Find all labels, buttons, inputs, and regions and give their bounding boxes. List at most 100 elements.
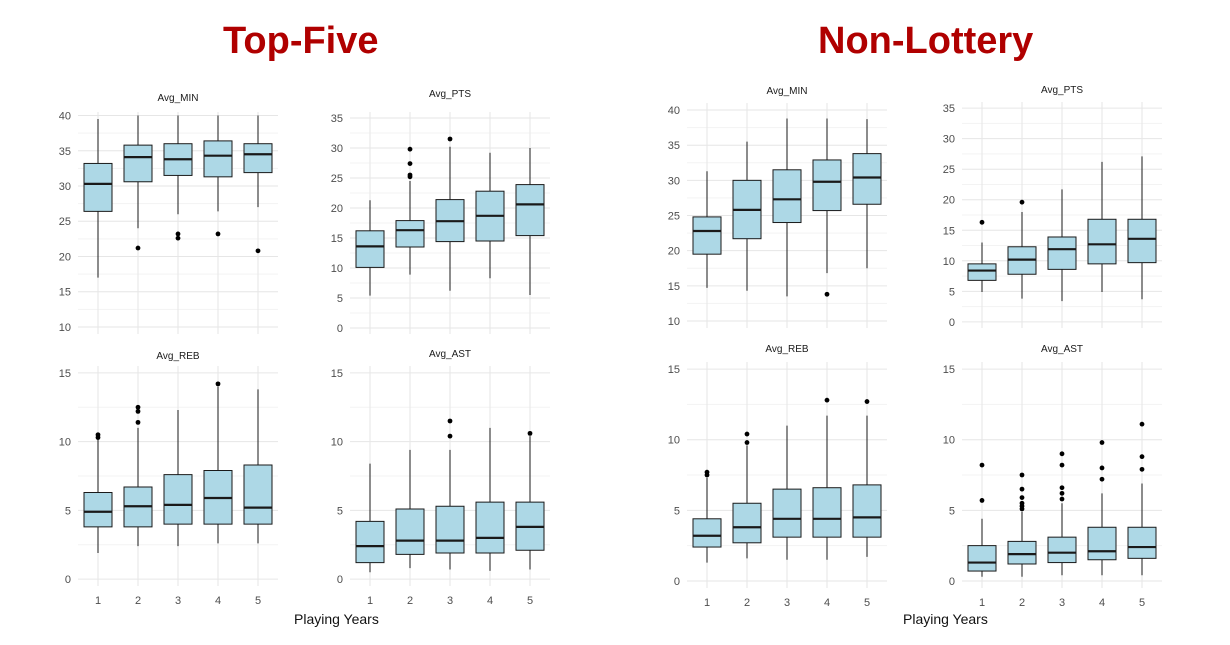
panel-6-x-tick-label: 2	[744, 597, 750, 609]
panel-5-y-tick-label: 20	[943, 195, 955, 207]
panel-4-y-tick-label: 20	[668, 246, 680, 258]
panel-4-y-tick-label: 40	[668, 105, 680, 117]
panel-3-box	[435, 505, 465, 554]
panel-0-box	[83, 162, 113, 212]
panel-7-outlier-point	[979, 462, 985, 468]
panel-0-outlier-point	[215, 231, 221, 237]
panel-2-outlier-point	[95, 432, 101, 438]
panel-7-outlier-point	[1059, 485, 1065, 491]
panel-3-box	[355, 520, 385, 564]
group-title-non-lottery: Non-Lottery	[818, 20, 1034, 62]
panel-0-y-tick-label: 25	[59, 216, 71, 228]
panel-5-box	[1047, 236, 1077, 270]
panel-3-x-tick-label: 5	[527, 595, 533, 607]
panel-1-y-tick-label: 25	[331, 173, 343, 185]
panel-1-outlier-point	[407, 146, 413, 152]
panel-0-y-tick-label: 10	[59, 322, 71, 334]
panel-1-outlier-point	[407, 161, 413, 167]
panel-6-outlier-point	[864, 399, 870, 404]
panel-5-y-tick-label: 10	[943, 256, 955, 268]
panel-5-y-tick-label: 35	[943, 103, 955, 115]
panel-3-box	[395, 508, 425, 555]
panel-7-title: Avg_AST	[1041, 344, 1083, 355]
panel-6-box	[772, 488, 802, 538]
panel-2-outlier-point	[215, 381, 221, 387]
panel-1-y-tick-label: 30	[331, 143, 343, 155]
panel-0-box	[243, 143, 273, 174]
panel-5-title: Avg_PTS	[1041, 85, 1083, 96]
panel-1-outlier-point	[407, 172, 413, 178]
panel-7-y-tick-label: 5	[949, 505, 955, 517]
panel-3-x-tick-label: 1	[367, 595, 373, 607]
panel-7-outlier-point	[1059, 451, 1065, 457]
panel-0-y-tick-label: 35	[59, 146, 71, 158]
panel-2-y-tick-label: 0	[65, 574, 71, 586]
panel-7-box	[1087, 526, 1117, 561]
panel-4-y-tick-label: 25	[668, 211, 680, 223]
panel-1-outlier-point	[447, 136, 453, 142]
panel-7-x-tick-label: 1	[979, 597, 985, 609]
panel-4-box	[772, 169, 802, 224]
panel-1-y-tick-label: 15	[331, 233, 343, 245]
panel-3-outlier-point	[527, 430, 533, 436]
panel-1-title: Avg_PTS	[429, 89, 471, 100]
panel-2-box	[243, 464, 273, 525]
panel-4-y-tick-label: 30	[668, 175, 680, 187]
panel-0-outlier-point	[175, 235, 181, 241]
panel-7-outlier-point	[1059, 462, 1065, 468]
panel-2-outlier-point	[135, 404, 141, 410]
panel-7-x-tick-label: 2	[1019, 597, 1025, 609]
panel-7-y-tick-label: 0	[949, 576, 955, 588]
group-title-top-five: Top-Five	[223, 20, 379, 62]
panel-1-box	[515, 184, 545, 237]
panel-6-box	[852, 484, 882, 538]
panel-1-y-tick-label: 20	[331, 203, 343, 215]
panel-3-y-tick-label: 0	[337, 574, 343, 586]
panel-5-y-tick-label: 5	[949, 286, 955, 298]
panel-2-x-tick-label: 4	[215, 595, 221, 607]
panel-1-y-tick-label: 0	[337, 323, 343, 335]
panel-0-outlier-point	[175, 231, 181, 237]
panel-3-y-tick-label: 5	[337, 505, 343, 517]
panel-0-box	[123, 144, 153, 183]
panel-5-y-tick-label: 15	[943, 225, 955, 237]
panel-5-y-tick-label: 25	[943, 164, 955, 176]
panel-6-outlier-point	[744, 440, 750, 445]
panel-7-box	[967, 545, 997, 572]
panel-1-y-tick-label: 10	[331, 263, 343, 275]
panel-3-outlier-point	[447, 418, 453, 424]
panel-3-box	[475, 501, 505, 554]
panel-7-box	[1007, 540, 1037, 565]
panel-2-x-tick-label: 5	[255, 595, 261, 607]
panel-3-x-tick-label: 4	[487, 595, 493, 607]
panel-4-box	[812, 159, 842, 212]
panel-7-outlier-point	[1139, 421, 1145, 427]
panel-5-box	[967, 263, 997, 281]
panel-7-outlier-point	[1099, 476, 1105, 482]
panel-6-outlier-point	[744, 431, 750, 437]
panel-7-outlier-point	[1059, 496, 1065, 502]
panel-1-y-tick-label: 5	[337, 293, 343, 305]
panel-7-outlier-point	[1019, 472, 1025, 478]
panel-2-title: Avg_REB	[156, 351, 200, 362]
panel-6-y-tick-label: 0	[674, 576, 680, 588]
panel-4-outlier-point	[824, 291, 830, 297]
panel-6-x-tick-label: 1	[704, 597, 710, 609]
panel-6-title: Avg_REB	[765, 344, 809, 355]
panel-5-outlier-point	[1019, 199, 1025, 205]
panel-7-outlier-point	[1019, 500, 1025, 506]
panel-3-y-tick-label: 10	[331, 437, 343, 449]
panel-7-outlier-point	[1139, 466, 1145, 472]
panel-0-outlier-point	[135, 245, 141, 251]
panel-7-outlier-point	[1139, 454, 1145, 460]
panel-5-y-tick-label: 0	[949, 317, 955, 329]
panel-6-x-tick-label: 3	[784, 597, 790, 609]
panel-7-y-tick-label: 10	[943, 435, 955, 447]
panel-7-x-tick-label: 4	[1099, 597, 1105, 609]
panel-7-outlier-point	[1059, 490, 1065, 496]
panel-1-box	[395, 220, 425, 248]
panel-6-box	[692, 518, 722, 548]
panel-6-outlier-point	[824, 397, 830, 403]
panel-6-x-tick-label: 4	[824, 597, 830, 609]
panel-5-box	[1087, 218, 1117, 265]
